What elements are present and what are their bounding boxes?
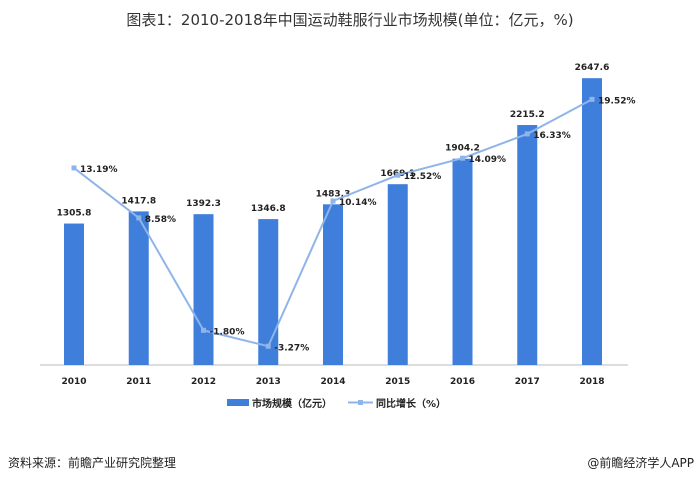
- growth-label-2017: 16.33%: [533, 131, 571, 141]
- x-tick-2016: 2016: [450, 377, 475, 387]
- bar-label-2017: 2215.2: [510, 110, 545, 120]
- bar-label-2016: 1904.2: [445, 144, 480, 154]
- legend-line-marker: [358, 400, 363, 405]
- growth-label-2014: 10.14%: [339, 198, 377, 208]
- x-tick-2010: 2010: [61, 377, 86, 387]
- growth-point-2012: [201, 327, 206, 333]
- legend-bar-swatch: [227, 399, 249, 406]
- growth-point-2018: [589, 96, 595, 102]
- bar-label-2018: 2647.6: [575, 63, 610, 73]
- x-tick-2013: 2013: [256, 377, 281, 387]
- growth-label-2016: 14.09%: [469, 155, 507, 165]
- growth-point-2011: [136, 215, 142, 221]
- bar-2018: [582, 78, 602, 365]
- growth-label-2013: -3.27%: [274, 343, 309, 353]
- source-note: 资料来源：前瞻产业研究院整理: [8, 456, 177, 470]
- bar-label-2012: 1392.3: [186, 199, 221, 209]
- growth-label-2018: 19.52%: [598, 96, 636, 106]
- x-tick-2011: 2011: [126, 377, 151, 387]
- bar-2013: [258, 219, 279, 365]
- bar-2012: [193, 214, 214, 365]
- legend-bar-label: 市场规模（亿元）: [252, 397, 332, 410]
- x-tick-2018: 2018: [579, 377, 604, 387]
- chart-title: 图表1：2010-2018年中国运动鞋服行业市场规模(单位：亿元，%): [126, 11, 574, 29]
- growth-point-2017: [524, 131, 530, 137]
- bar-2017: [517, 125, 538, 366]
- bar-label-2010: 1305.8: [57, 209, 92, 219]
- growth-point-2013: [265, 343, 271, 349]
- bar-label-2011: 1417.8: [121, 196, 156, 206]
- growth-label-2012: -1.80%: [210, 327, 245, 337]
- bar-2015: [387, 184, 408, 365]
- x-tick-2015: 2015: [385, 377, 410, 387]
- growth-point-2014: [330, 198, 336, 204]
- legend-line-label: 同比增长（%）: [376, 397, 446, 410]
- bar-label-2013: 1346.8: [251, 204, 286, 214]
- bar-2011: [128, 211, 149, 365]
- growth-point-2015: [395, 172, 401, 178]
- growth-point-2010: [71, 165, 77, 171]
- growth-point-2016: [460, 155, 465, 161]
- growth-label-2010: 13.19%: [80, 165, 118, 175]
- bar-2010: [64, 223, 84, 365]
- bar-label-2014: 1483.3: [316, 189, 351, 199]
- bar-2016: [452, 158, 473, 365]
- growth-label-2015: 12.52%: [404, 172, 442, 182]
- brand-note: @前瞻经济学人APP: [587, 456, 694, 470]
- x-tick-2014: 2014: [320, 377, 345, 387]
- x-tick-2017: 2017: [515, 377, 540, 387]
- bar-2014: [323, 204, 343, 365]
- x-tick-2012: 2012: [191, 377, 216, 387]
- growth-label-2011: 8.58%: [145, 215, 176, 225]
